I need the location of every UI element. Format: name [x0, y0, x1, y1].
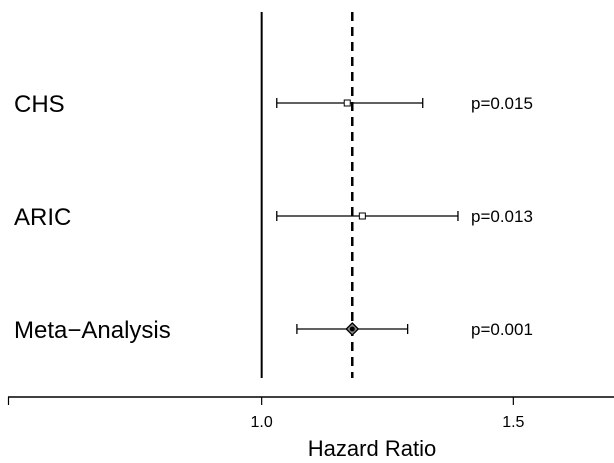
estimate-square — [358, 212, 366, 220]
x-axis-title: Hazard Ratio — [308, 436, 436, 461]
study-label: Meta−Analysis — [14, 317, 171, 344]
p-value-label: p=0.015 — [471, 94, 533, 113]
study-label: ARIC — [14, 204, 71, 231]
plot-layer: 1.0 1.5 CHS p=0.015 ARIC p=0.013 Meta−Analysis… — [7, 12, 614, 431]
p-value-label: p=0.001 — [471, 320, 533, 339]
estimate-dot — [349, 326, 355, 332]
study-label: CHS — [14, 91, 65, 118]
x-tick-label: 1.5 — [502, 414, 524, 431]
p-value-label: p=0.013 — [471, 207, 533, 226]
x-tick-label: 1.0 — [251, 414, 273, 431]
estimate-square — [343, 99, 351, 107]
